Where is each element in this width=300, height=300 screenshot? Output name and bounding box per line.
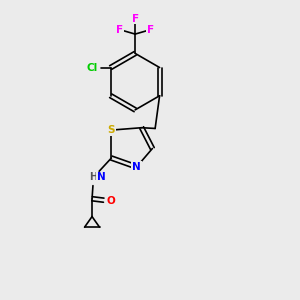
Text: Cl: Cl — [87, 62, 98, 73]
Text: N: N — [97, 172, 106, 182]
Text: H: H — [89, 172, 97, 182]
Text: O: O — [107, 196, 116, 206]
Text: F: F — [116, 25, 123, 34]
Text: N: N — [132, 162, 141, 172]
Text: S: S — [108, 125, 115, 135]
Text: F: F — [132, 14, 139, 24]
Text: F: F — [147, 25, 154, 34]
